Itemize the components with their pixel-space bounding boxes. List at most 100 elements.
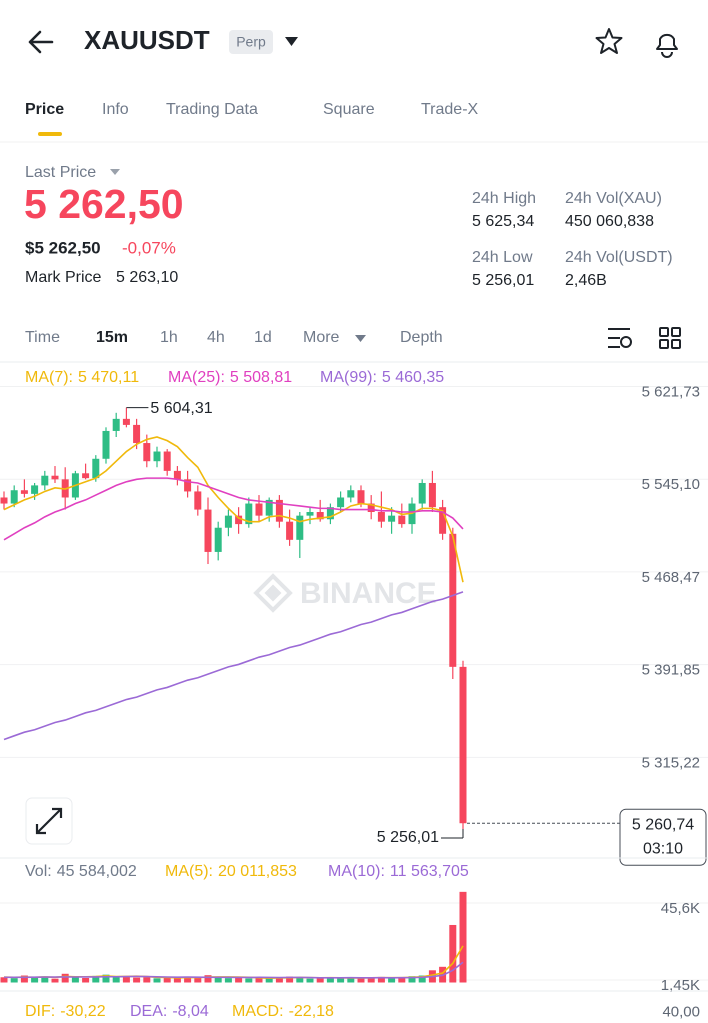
volume-bar — [275, 977, 283, 983]
alert-button[interactable] — [656, 33, 678, 58]
candle-body — [296, 515, 304, 540]
candle-body — [459, 666, 467, 824]
legend-entry: MA(5): 20 011,853 — [165, 863, 297, 880]
volume-bar — [347, 977, 355, 983]
volume-bar — [10, 978, 18, 983]
back-button[interactable] — [28, 30, 54, 54]
legend-value: 20 011,853 — [218, 863, 297, 880]
candle-body — [265, 499, 273, 516]
interval[interactable]: 1h — [160, 329, 178, 346]
legend-entry: Vol: 45 584,002 — [25, 863, 137, 880]
favorite-button[interactable] — [595, 28, 623, 54]
volume-bar — [122, 976, 130, 983]
candle-body — [245, 503, 253, 525]
tab[interactable]: Info — [102, 101, 129, 118]
tab[interactable]: Price — [25, 101, 64, 118]
interval[interactable]: More — [303, 329, 340, 346]
candle-body — [173, 470, 181, 480]
volume-bar — [92, 975, 100, 983]
legend-entry: MA(99): 5 460,35 — [320, 369, 444, 386]
y-tick-label: 5 545,10 — [642, 476, 700, 493]
stat-label: 24h Low — [472, 249, 533, 266]
candle-body — [122, 418, 130, 425]
legend-value: 5 470,11 — [78, 369, 139, 386]
active-tab-indicator — [38, 132, 62, 136]
tab[interactable]: Trade-X — [421, 101, 479, 118]
candle-body — [255, 503, 263, 516]
volume-bar — [214, 977, 222, 983]
volume-bar — [71, 977, 79, 983]
stat-value: 5 625,34 — [472, 213, 534, 230]
candle-body — [214, 527, 222, 552]
interval[interactable]: Depth — [400, 329, 443, 346]
ma-line — [3, 436, 464, 583]
candle-body — [153, 451, 161, 462]
candle-body — [92, 458, 100, 479]
badge: Perp — [236, 34, 266, 50]
volume-bar — [255, 977, 263, 983]
legend-entry: DEA: -8,04 — [130, 1003, 209, 1020]
candle-body — [224, 515, 232, 528]
legend-entry: MA(10): 11 563,705 — [328, 863, 469, 880]
legend-value: -8,04 — [172, 1003, 209, 1020]
candle-body — [286, 521, 294, 540]
tab[interactable]: Trading Data — [166, 101, 258, 118]
volume-bar — [449, 924, 457, 983]
high-label: 5 604,31 — [150, 400, 212, 417]
volume-bar — [184, 976, 192, 983]
volume-bar — [163, 977, 171, 983]
interval[interactable]: Time — [25, 329, 60, 346]
candle-body — [143, 443, 151, 462]
indicator-settings-button[interactable] — [608, 328, 632, 348]
watermark-logo — [253, 573, 293, 613]
volume-bar — [408, 976, 416, 983]
y-tick-label: 1,45K — [661, 977, 700, 994]
candle-body — [10, 490, 18, 504]
volume-bar — [306, 978, 314, 983]
volume-bar — [41, 976, 49, 983]
watermark: BINANCE — [300, 577, 437, 610]
layout-button[interactable] — [659, 327, 681, 349]
low-label: 5 256,01 — [377, 829, 439, 846]
more-dropdown[interactable] — [355, 335, 366, 342]
interval[interactable]: 4h — [207, 329, 225, 346]
candle-body — [428, 482, 436, 508]
volume-bar — [31, 977, 39, 983]
badge-bg — [229, 30, 273, 54]
candle-body — [41, 475, 49, 486]
interval[interactable]: 1d — [254, 329, 272, 346]
stat-value: 2,46B — [565, 272, 607, 289]
legend-name: MA(5): — [165, 863, 213, 880]
price-change: -0,07% — [122, 238, 176, 257]
volume-bar — [133, 977, 141, 983]
y-tick-label: 5 468,47 — [642, 569, 700, 586]
candle-body — [326, 507, 334, 520]
legend-value: 45 584,002 — [57, 863, 137, 880]
candle-body — [439, 507, 447, 534]
volume-bar — [51, 978, 59, 983]
last-price-dropdown[interactable] — [110, 169, 120, 175]
last-price-box — [619, 808, 707, 866]
y-tick-label: 40,00 — [662, 1004, 700, 1021]
expand-button[interactable] — [25, 797, 73, 845]
ma-line — [4, 961, 464, 979]
usd-price: $5 262,50 — [25, 238, 101, 257]
candle-body — [20, 490, 28, 494]
symbol-dropdown[interactable] — [285, 37, 298, 46]
legend-name: DIF: — [25, 1003, 55, 1020]
tab[interactable]: Square — [323, 101, 375, 118]
volume-bar — [245, 978, 253, 983]
legend-value: 11 563,705 — [390, 863, 469, 880]
legend-entry: MA(7): 5 470,11 — [25, 369, 139, 386]
volume-bar — [265, 978, 273, 983]
mark-price: 5 263,10 — [116, 269, 178, 286]
symbol[interactable]: XAUUSDT — [84, 25, 210, 55]
volume-bar — [143, 977, 151, 983]
interval[interactable]: 15m — [96, 329, 128, 346]
countdown: 03:10 — [643, 840, 683, 857]
volume-bar — [418, 975, 426, 983]
stat-label: 24h Vol(XAU) — [565, 190, 662, 207]
candle-body — [337, 497, 345, 508]
volume-bar — [112, 976, 120, 983]
legend-entry: MACD: -22,18 — [232, 1003, 334, 1020]
